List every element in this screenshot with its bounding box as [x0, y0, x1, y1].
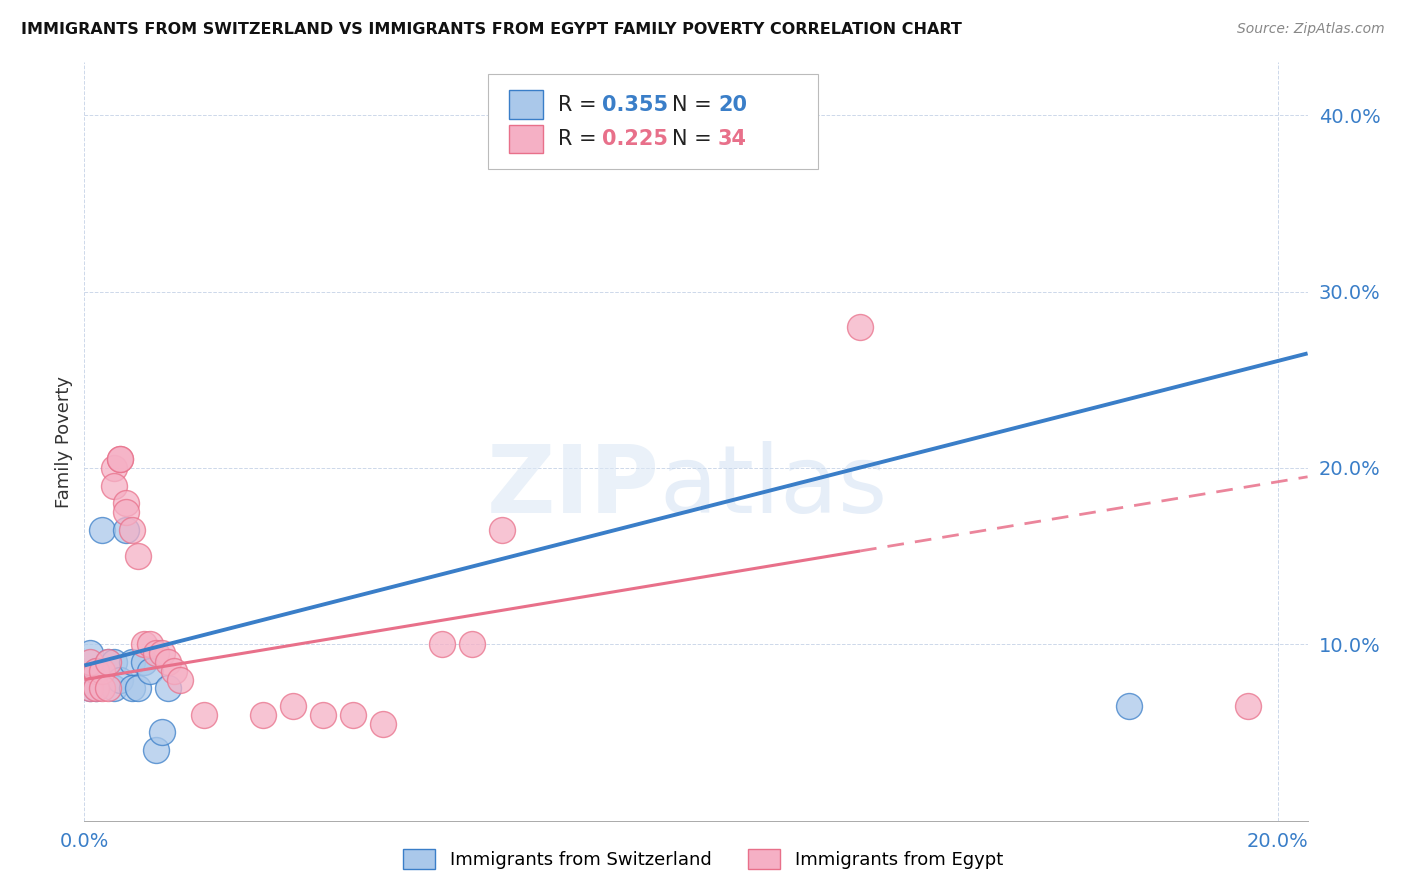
Text: atlas: atlas [659, 441, 887, 533]
Text: N =: N = [672, 129, 718, 149]
Point [79, 646, 101, 660]
Point [461, 637, 484, 651]
FancyBboxPatch shape [509, 90, 543, 120]
Text: 20: 20 [718, 95, 747, 115]
Point [97, 655, 120, 669]
Point [97, 681, 120, 696]
Point [432, 637, 454, 651]
Point [145, 646, 167, 660]
Point [132, 637, 155, 651]
Point [115, 496, 138, 510]
Point [156, 655, 179, 669]
Text: R =: R = [558, 95, 603, 115]
Point [84, 664, 107, 678]
Point [91, 523, 114, 537]
Point [115, 505, 138, 519]
Point [91, 664, 114, 678]
Point [150, 725, 173, 739]
Point [342, 707, 364, 722]
Point [84, 681, 107, 696]
Text: IMMIGRANTS FROM SWITZERLAND VS IMMIGRANTS FROM EGYPT FAMILY POVERTY CORRELATION : IMMIGRANTS FROM SWITZERLAND VS IMMIGRANT… [21, 22, 962, 37]
FancyBboxPatch shape [488, 74, 818, 169]
Text: R =: R = [558, 129, 603, 149]
Point [252, 707, 274, 722]
Point [127, 549, 149, 563]
Text: 34: 34 [718, 129, 747, 149]
Point [103, 655, 125, 669]
Point [163, 664, 186, 678]
Point [1118, 699, 1140, 714]
Point [79, 681, 101, 696]
Point [193, 707, 215, 722]
Text: ZIP: ZIP [486, 441, 659, 533]
Point [312, 707, 335, 722]
Point [121, 523, 143, 537]
Point [79, 681, 101, 696]
Point [103, 681, 125, 696]
Point [115, 523, 138, 537]
Point [127, 681, 149, 696]
Text: N =: N = [672, 95, 718, 115]
Point [103, 478, 125, 492]
Point [849, 320, 872, 334]
Point [84, 681, 107, 696]
Y-axis label: Family Poverty: Family Poverty [55, 376, 73, 508]
Point [145, 743, 167, 757]
Point [108, 452, 131, 467]
Point [371, 716, 394, 731]
Point [84, 664, 107, 678]
Point [91, 681, 114, 696]
Point [156, 681, 179, 696]
FancyBboxPatch shape [509, 125, 543, 153]
Text: 0.355: 0.355 [602, 95, 668, 115]
Point [169, 673, 191, 687]
Point [150, 646, 173, 660]
Text: Source: ZipAtlas.com: Source: ZipAtlas.com [1237, 22, 1385, 37]
Point [97, 655, 120, 669]
Point [79, 673, 101, 687]
Point [103, 461, 125, 475]
Point [108, 673, 131, 687]
Point [121, 655, 143, 669]
Text: 0.225: 0.225 [602, 129, 668, 149]
Point [283, 699, 305, 714]
Point [1237, 699, 1260, 714]
Point [79, 655, 101, 669]
Point [121, 681, 143, 696]
Point [108, 452, 131, 467]
Point [491, 523, 513, 537]
Point [132, 655, 155, 669]
Legend: Immigrants from Switzerland, Immigrants from Egypt: Immigrants from Switzerland, Immigrants … [394, 839, 1012, 879]
Point [139, 664, 162, 678]
Point [139, 637, 162, 651]
